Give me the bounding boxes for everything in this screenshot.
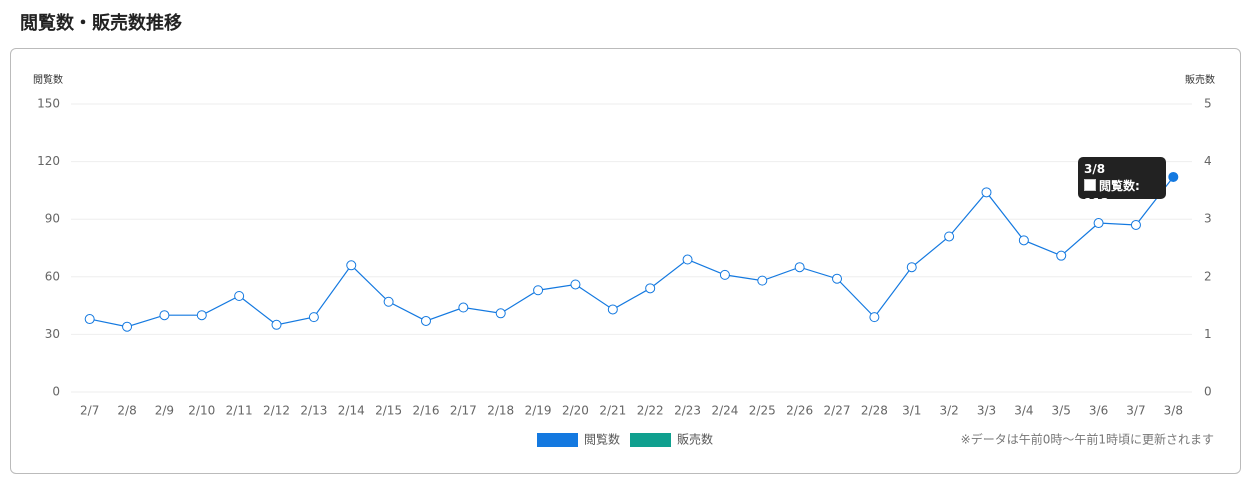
x-tick-label: 2/9 [155, 404, 174, 418]
x-tick-label: 3/7 [1126, 404, 1145, 418]
x-tick-label: 2/27 [824, 404, 851, 418]
data-point [794, 262, 805, 273]
data-point [719, 269, 730, 280]
y2-tick-label: 0 [1204, 385, 1212, 399]
x-tick-label: 2/24 [711, 404, 738, 418]
x-tick-label: 3/3 [977, 404, 996, 418]
x-tick-label: 2/21 [599, 404, 626, 418]
data-point [645, 283, 656, 294]
tooltip-row: 閲覧数: 112 [1084, 179, 1140, 210]
y2-tick-label: 1 [1204, 327, 1212, 341]
tooltip-series: 閲覧数 [1099, 179, 1136, 193]
y2-tick-label: 3 [1204, 212, 1212, 226]
y-axis-label: 閲覧数 [33, 73, 63, 86]
tooltip-title: 3/8 [1084, 162, 1106, 176]
x-tick-label: 2/13 [300, 404, 327, 418]
data-point [757, 275, 768, 286]
data-point [682, 254, 693, 265]
tooltip-swatch [1084, 179, 1096, 191]
data-point [607, 304, 618, 315]
y-tick-label: 90 [45, 212, 60, 226]
x-tick-label: 3/6 [1089, 404, 1108, 418]
x-tick-label: 2/17 [450, 404, 477, 418]
x-tick-label: 2/18 [487, 404, 514, 418]
x-tick-label: 2/7 [80, 404, 99, 418]
x-tick-label: 2/23 [674, 404, 701, 418]
data-point [1168, 171, 1179, 182]
y-tick-label: 120 [37, 154, 60, 168]
data-point [832, 273, 843, 284]
legend-label: 閲覧数 [584, 432, 620, 447]
x-tick-label: 2/14 [338, 404, 365, 418]
x-tick-label: 3/4 [1014, 404, 1033, 418]
legend-swatch [537, 433, 578, 447]
data-point [1093, 218, 1104, 229]
data-point [570, 279, 581, 290]
data-point [458, 302, 469, 313]
x-tick-label: 2/20 [562, 404, 589, 418]
x-tick-label: 2/8 [117, 404, 136, 418]
data-point [1130, 219, 1141, 230]
x-tick-label: 2/28 [861, 404, 888, 418]
series-line [89, 176, 1174, 328]
tooltip: 3/8 閲覧数: 112 [1078, 157, 1166, 210]
y2-tick-label: 4 [1204, 154, 1212, 168]
data-point [383, 296, 394, 307]
data-point [495, 308, 506, 319]
y-tick-label: 60 [45, 269, 60, 283]
data-point [944, 231, 955, 242]
y2-tick-label: 5 [1204, 97, 1212, 111]
data-point [869, 312, 880, 323]
legend-swatch [630, 433, 671, 447]
data-point [159, 310, 170, 321]
data-point [346, 260, 357, 271]
note: ※データは午前0時～午前1時頃に更新されます [961, 432, 1214, 447]
x-tick-label: 2/10 [188, 404, 215, 418]
x-tick-label: 2/26 [786, 404, 813, 418]
data-point [234, 291, 245, 301]
y2-axis-label: 販売数 [1185, 73, 1215, 86]
data-point [533, 285, 544, 296]
data-point [271, 319, 282, 330]
y-tick-label: 0 [52, 385, 60, 399]
x-tick-label: 2/22 [637, 404, 664, 418]
data-point [84, 314, 95, 325]
legend-label: 販売数 [677, 432, 713, 447]
x-tick-label: 2/16 [413, 404, 440, 418]
x-tick-label: 2/11 [226, 404, 253, 418]
data-point [122, 321, 133, 332]
y-tick-label: 150 [37, 97, 60, 111]
data-point [196, 310, 207, 321]
data-point [906, 262, 917, 273]
x-tick-label: 2/15 [375, 404, 402, 418]
tooltip-value: 112 [1084, 196, 1110, 210]
data-point [308, 312, 319, 323]
x-tick-label: 3/5 [1052, 404, 1071, 418]
y-tick-label: 30 [45, 327, 60, 341]
y2-tick-label: 2 [1204, 269, 1212, 283]
page-title: 閲覧数・販売数推移 [20, 13, 182, 34]
data-point [981, 187, 992, 198]
x-tick-label: 3/8 [1164, 404, 1183, 418]
data-point [1018, 235, 1029, 246]
x-tick-label: 3/2 [939, 404, 958, 418]
x-tick-label: 3/1 [902, 404, 921, 418]
data-point [1056, 250, 1067, 261]
x-tick-label: 2/12 [263, 404, 290, 418]
x-tick-label: 2/25 [749, 404, 776, 418]
data-point [420, 315, 431, 326]
x-tick-label: 2/19 [525, 404, 552, 418]
chart-card [10, 48, 1241, 474]
